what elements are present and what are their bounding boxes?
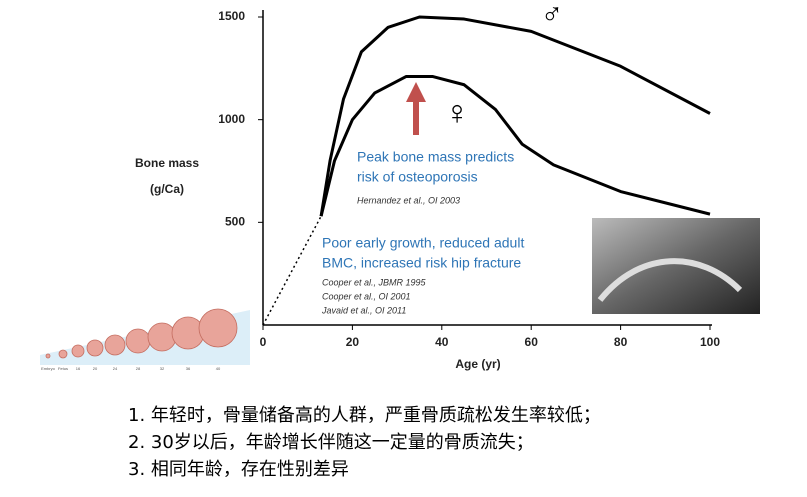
list-item: 3. 相同年龄，存在性别差异 <box>128 459 349 480</box>
chart: Bone mass (g/Ca) Age (yr) Peak bone mass… <box>40 0 760 371</box>
fetus-label: 24 <box>113 366 118 371</box>
y-tick-label: 1500 <box>218 9 245 23</box>
fetus-label: 28 <box>136 366 141 371</box>
x-axis-label: Age (yr) <box>455 357 500 371</box>
x-tick-label: 80 <box>614 335 628 349</box>
x-tick-label: 40 <box>435 335 449 349</box>
fetus-label: Fetus <box>58 366 68 371</box>
arrow-head <box>406 82 426 102</box>
fetus-label: 32 <box>160 366 165 371</box>
xray-bone <box>597 258 743 302</box>
y-axis-label: Bone mass <box>135 156 199 170</box>
x-tick-label: 20 <box>346 335 360 349</box>
x-tick-label: 60 <box>525 335 539 349</box>
fetus-label: Embryo <box>41 366 56 371</box>
annotation: BMC, increased risk hip fracture <box>322 255 521 271</box>
annotation: Poor early growth, reduced adult <box>322 235 524 251</box>
y-axis-label: (g/Ca) <box>150 182 184 196</box>
list-item: 1. 年轻时，骨量储备高的人群，严重骨质疏松发生率较低； <box>128 405 601 426</box>
list: 1. 年轻时，骨量储备高的人群，严重骨质疏松发生率较低； 2. 30岁以后，年龄… <box>128 402 601 483</box>
fetus-label: 36 <box>186 366 191 371</box>
legend-symbol: ♀ <box>444 94 470 132</box>
annotation: Peak bone mass predicts <box>357 149 514 165</box>
list-item: 2. 30岁以后，年龄增长伴随这一定量的骨质流失； <box>128 432 534 453</box>
legend-symbol: ♂ <box>541 0 564 31</box>
fetus-images <box>45 308 238 359</box>
fetus-label: 16 <box>76 366 81 371</box>
annotation: risk of osteoporosis <box>357 169 478 185</box>
line <box>262 215 322 326</box>
reference: Cooper et al., OI 2001 <box>322 291 411 301</box>
fetus-label: 20 <box>93 366 98 371</box>
y-tick-label: 1000 <box>218 112 245 126</box>
xray-image <box>592 218 760 314</box>
line <box>319 75 711 217</box>
reference: Javaid et al., OI 2011 <box>321 305 406 315</box>
x-tick-label: 0 <box>260 335 267 349</box>
fetus-label: 40 <box>216 366 221 371</box>
reference: Hernandez et al., OI 2003 <box>357 195 460 205</box>
x-tick-label: 100 <box>700 335 720 349</box>
y-tick-label: 500 <box>225 215 245 229</box>
reference: Cooper et al., JBMR 1995 <box>322 277 427 287</box>
line <box>319 15 711 217</box>
